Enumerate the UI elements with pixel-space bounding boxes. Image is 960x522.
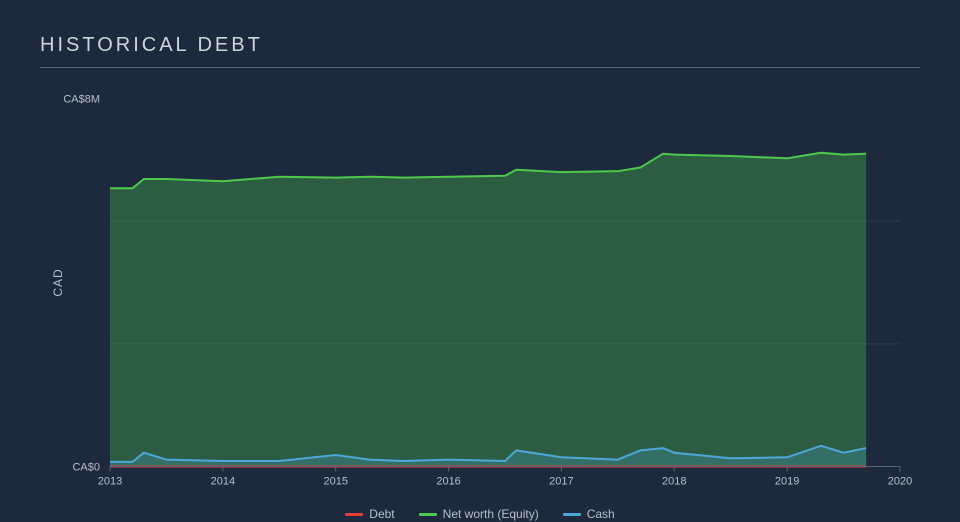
- svg-text:CA$8M: CA$8M: [63, 94, 100, 106]
- legend-label: Net worth (Equity): [443, 507, 539, 521]
- legend-item: Cash: [563, 507, 615, 521]
- svg-text:CA$0: CA$0: [72, 462, 100, 474]
- svg-text:2016: 2016: [436, 476, 460, 488]
- chart-svg: 2013 2014 2015 2016 2017 2018 2019 2020 CA$0 CA$8…: [40, 86, 920, 497]
- chart-panel: HISTORICAL DEBT 2013 2014 2015 2016 2017 2018…: [0, 0, 960, 522]
- svg-text:2013: 2013: [98, 476, 122, 488]
- legend-item: Net worth (Equity): [419, 507, 539, 521]
- legend-label: Cash: [587, 507, 615, 521]
- svg-text:2015: 2015: [323, 476, 347, 488]
- svg-text:2018: 2018: [662, 476, 686, 488]
- legend-swatch: [563, 513, 581, 516]
- legend-swatch: [419, 513, 437, 516]
- svg-text:2020: 2020: [888, 476, 912, 488]
- legend-item: Debt: [345, 507, 394, 521]
- chart-title: HISTORICAL DEBT: [40, 34, 920, 68]
- chart-plot-area: 2013 2014 2015 2016 2017 2018 2019 2020 CA$0 CA$8…: [40, 86, 920, 497]
- svg-text:CAD: CAD: [51, 268, 65, 296]
- chart-legend: Debt Net worth (Equity) Cash: [40, 507, 920, 521]
- svg-text:2014: 2014: [211, 476, 235, 488]
- svg-text:2017: 2017: [549, 476, 573, 488]
- legend-label: Debt: [369, 507, 394, 521]
- svg-text:2019: 2019: [775, 476, 799, 488]
- legend-swatch: [345, 513, 363, 516]
